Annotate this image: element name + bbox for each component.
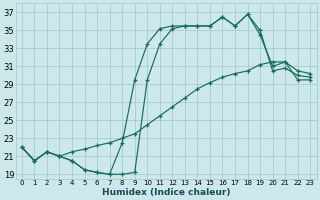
X-axis label: Humidex (Indice chaleur): Humidex (Indice chaleur) [102, 188, 230, 197]
